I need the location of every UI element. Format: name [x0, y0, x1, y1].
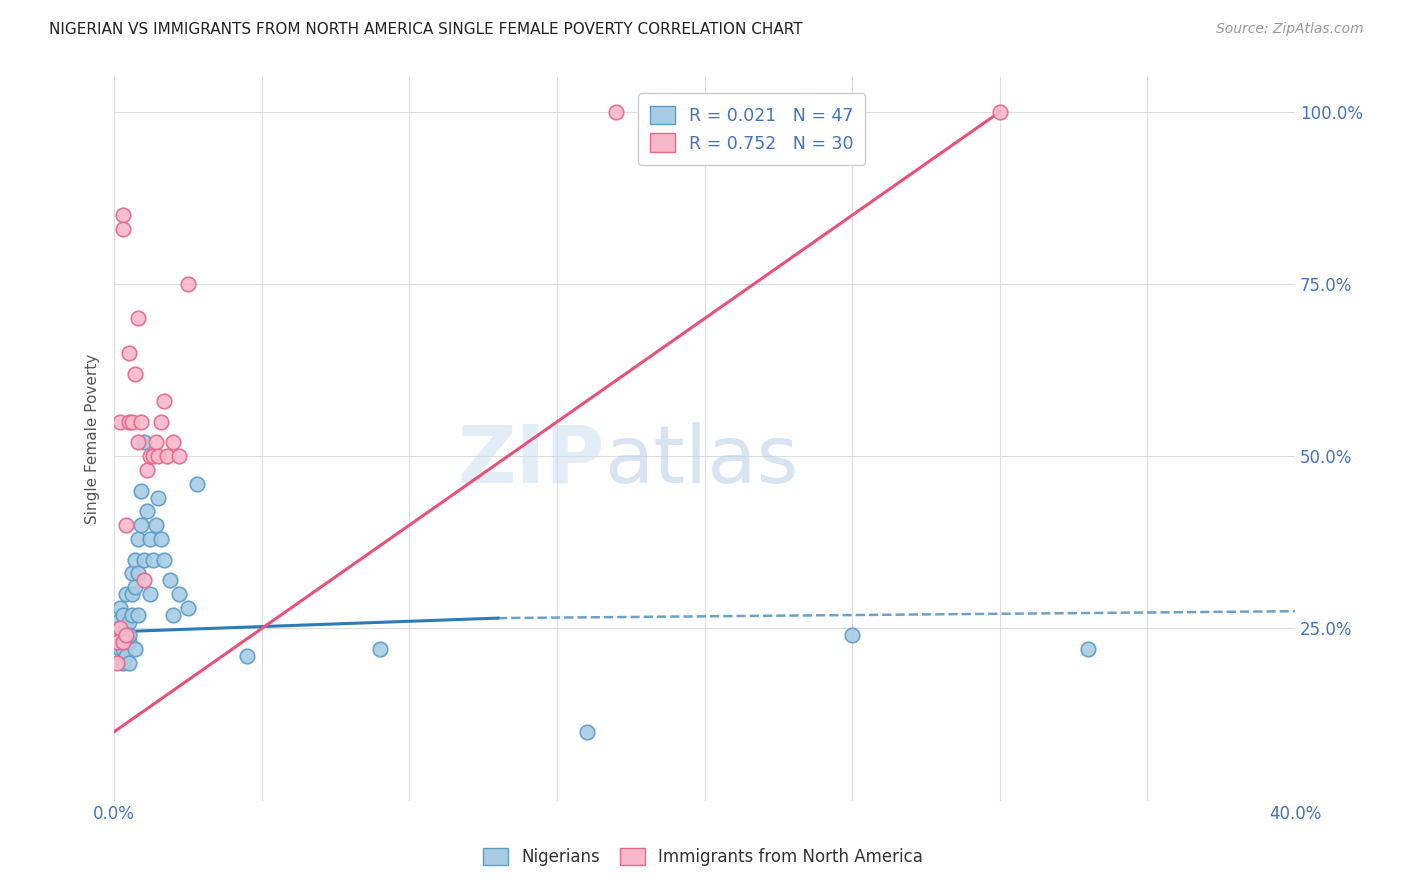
- Point: [118, 615, 141, 629]
- Point: [118, 628, 141, 642]
- Point: [115, 587, 138, 601]
- Point: [368, 642, 391, 657]
- Point: [177, 277, 200, 291]
- Point: [115, 622, 138, 636]
- Text: atlas: atlas: [605, 422, 799, 500]
- Point: [177, 600, 200, 615]
- Point: [167, 449, 190, 463]
- Point: [115, 518, 138, 533]
- Point: [115, 648, 138, 663]
- Point: [988, 104, 1011, 119]
- Text: ZIP: ZIP: [457, 422, 605, 500]
- Point: [236, 648, 259, 663]
- Point: [127, 566, 149, 581]
- Point: [162, 607, 184, 622]
- Point: [153, 394, 176, 409]
- Point: [605, 104, 627, 119]
- Point: [1077, 642, 1099, 657]
- Point: [127, 435, 149, 450]
- Point: [148, 491, 170, 505]
- Point: [145, 435, 167, 450]
- Point: [115, 628, 138, 642]
- Point: [132, 573, 155, 587]
- Point: [121, 587, 143, 601]
- Point: [108, 622, 131, 636]
- Text: Source: ZipAtlas.com: Source: ZipAtlas.com: [1216, 22, 1364, 37]
- Point: [105, 635, 128, 649]
- Point: [124, 367, 146, 381]
- Point: [121, 415, 143, 429]
- Point: [124, 580, 146, 594]
- Point: [118, 656, 141, 670]
- Point: [127, 311, 149, 326]
- Point: [138, 532, 160, 546]
- Point: [112, 656, 135, 670]
- Point: [138, 587, 160, 601]
- Point: [105, 615, 128, 629]
- Point: [145, 518, 167, 533]
- Point: [135, 504, 157, 518]
- Point: [112, 635, 135, 649]
- Point: [108, 600, 131, 615]
- Point: [142, 449, 165, 463]
- Text: NIGERIAN VS IMMIGRANTS FROM NORTH AMERICA SINGLE FEMALE POVERTY CORRELATION CHAR: NIGERIAN VS IMMIGRANTS FROM NORTH AMERIC…: [49, 22, 803, 37]
- Point: [112, 208, 135, 222]
- Point: [167, 587, 190, 601]
- Point: [112, 222, 135, 236]
- Point: [132, 552, 155, 566]
- Point: [841, 628, 863, 642]
- Point: [159, 573, 181, 587]
- Point: [132, 435, 155, 450]
- Point: [118, 346, 141, 360]
- Point: [135, 463, 157, 477]
- Point: [148, 449, 170, 463]
- Point: [108, 642, 131, 657]
- Point: [124, 642, 146, 657]
- Point: [129, 415, 152, 429]
- Point: [105, 656, 128, 670]
- Point: [156, 449, 179, 463]
- Point: [142, 552, 165, 566]
- Legend: R = 0.021   N = 47, R = 0.752   N = 30: R = 0.021 N = 47, R = 0.752 N = 30: [638, 94, 865, 165]
- Point: [138, 449, 160, 463]
- Point: [112, 642, 135, 657]
- Point: [121, 607, 143, 622]
- Point: [124, 552, 146, 566]
- Y-axis label: Single Female Poverty: Single Female Poverty: [86, 354, 100, 524]
- Point: [108, 415, 131, 429]
- Point: [108, 622, 131, 636]
- Point: [150, 532, 173, 546]
- Point: [112, 628, 135, 642]
- Point: [127, 532, 149, 546]
- Point: [153, 552, 176, 566]
- Point: [129, 518, 152, 533]
- Point: [112, 607, 135, 622]
- Point: [118, 415, 141, 429]
- Point: [127, 607, 149, 622]
- Point: [118, 635, 141, 649]
- Point: [186, 476, 208, 491]
- Point: [575, 724, 598, 739]
- Point: [105, 635, 128, 649]
- Point: [129, 483, 152, 498]
- Legend: Nigerians, Immigrants from North America: Nigerians, Immigrants from North America: [474, 840, 932, 875]
- Point: [150, 415, 173, 429]
- Point: [121, 566, 143, 581]
- Point: [162, 435, 184, 450]
